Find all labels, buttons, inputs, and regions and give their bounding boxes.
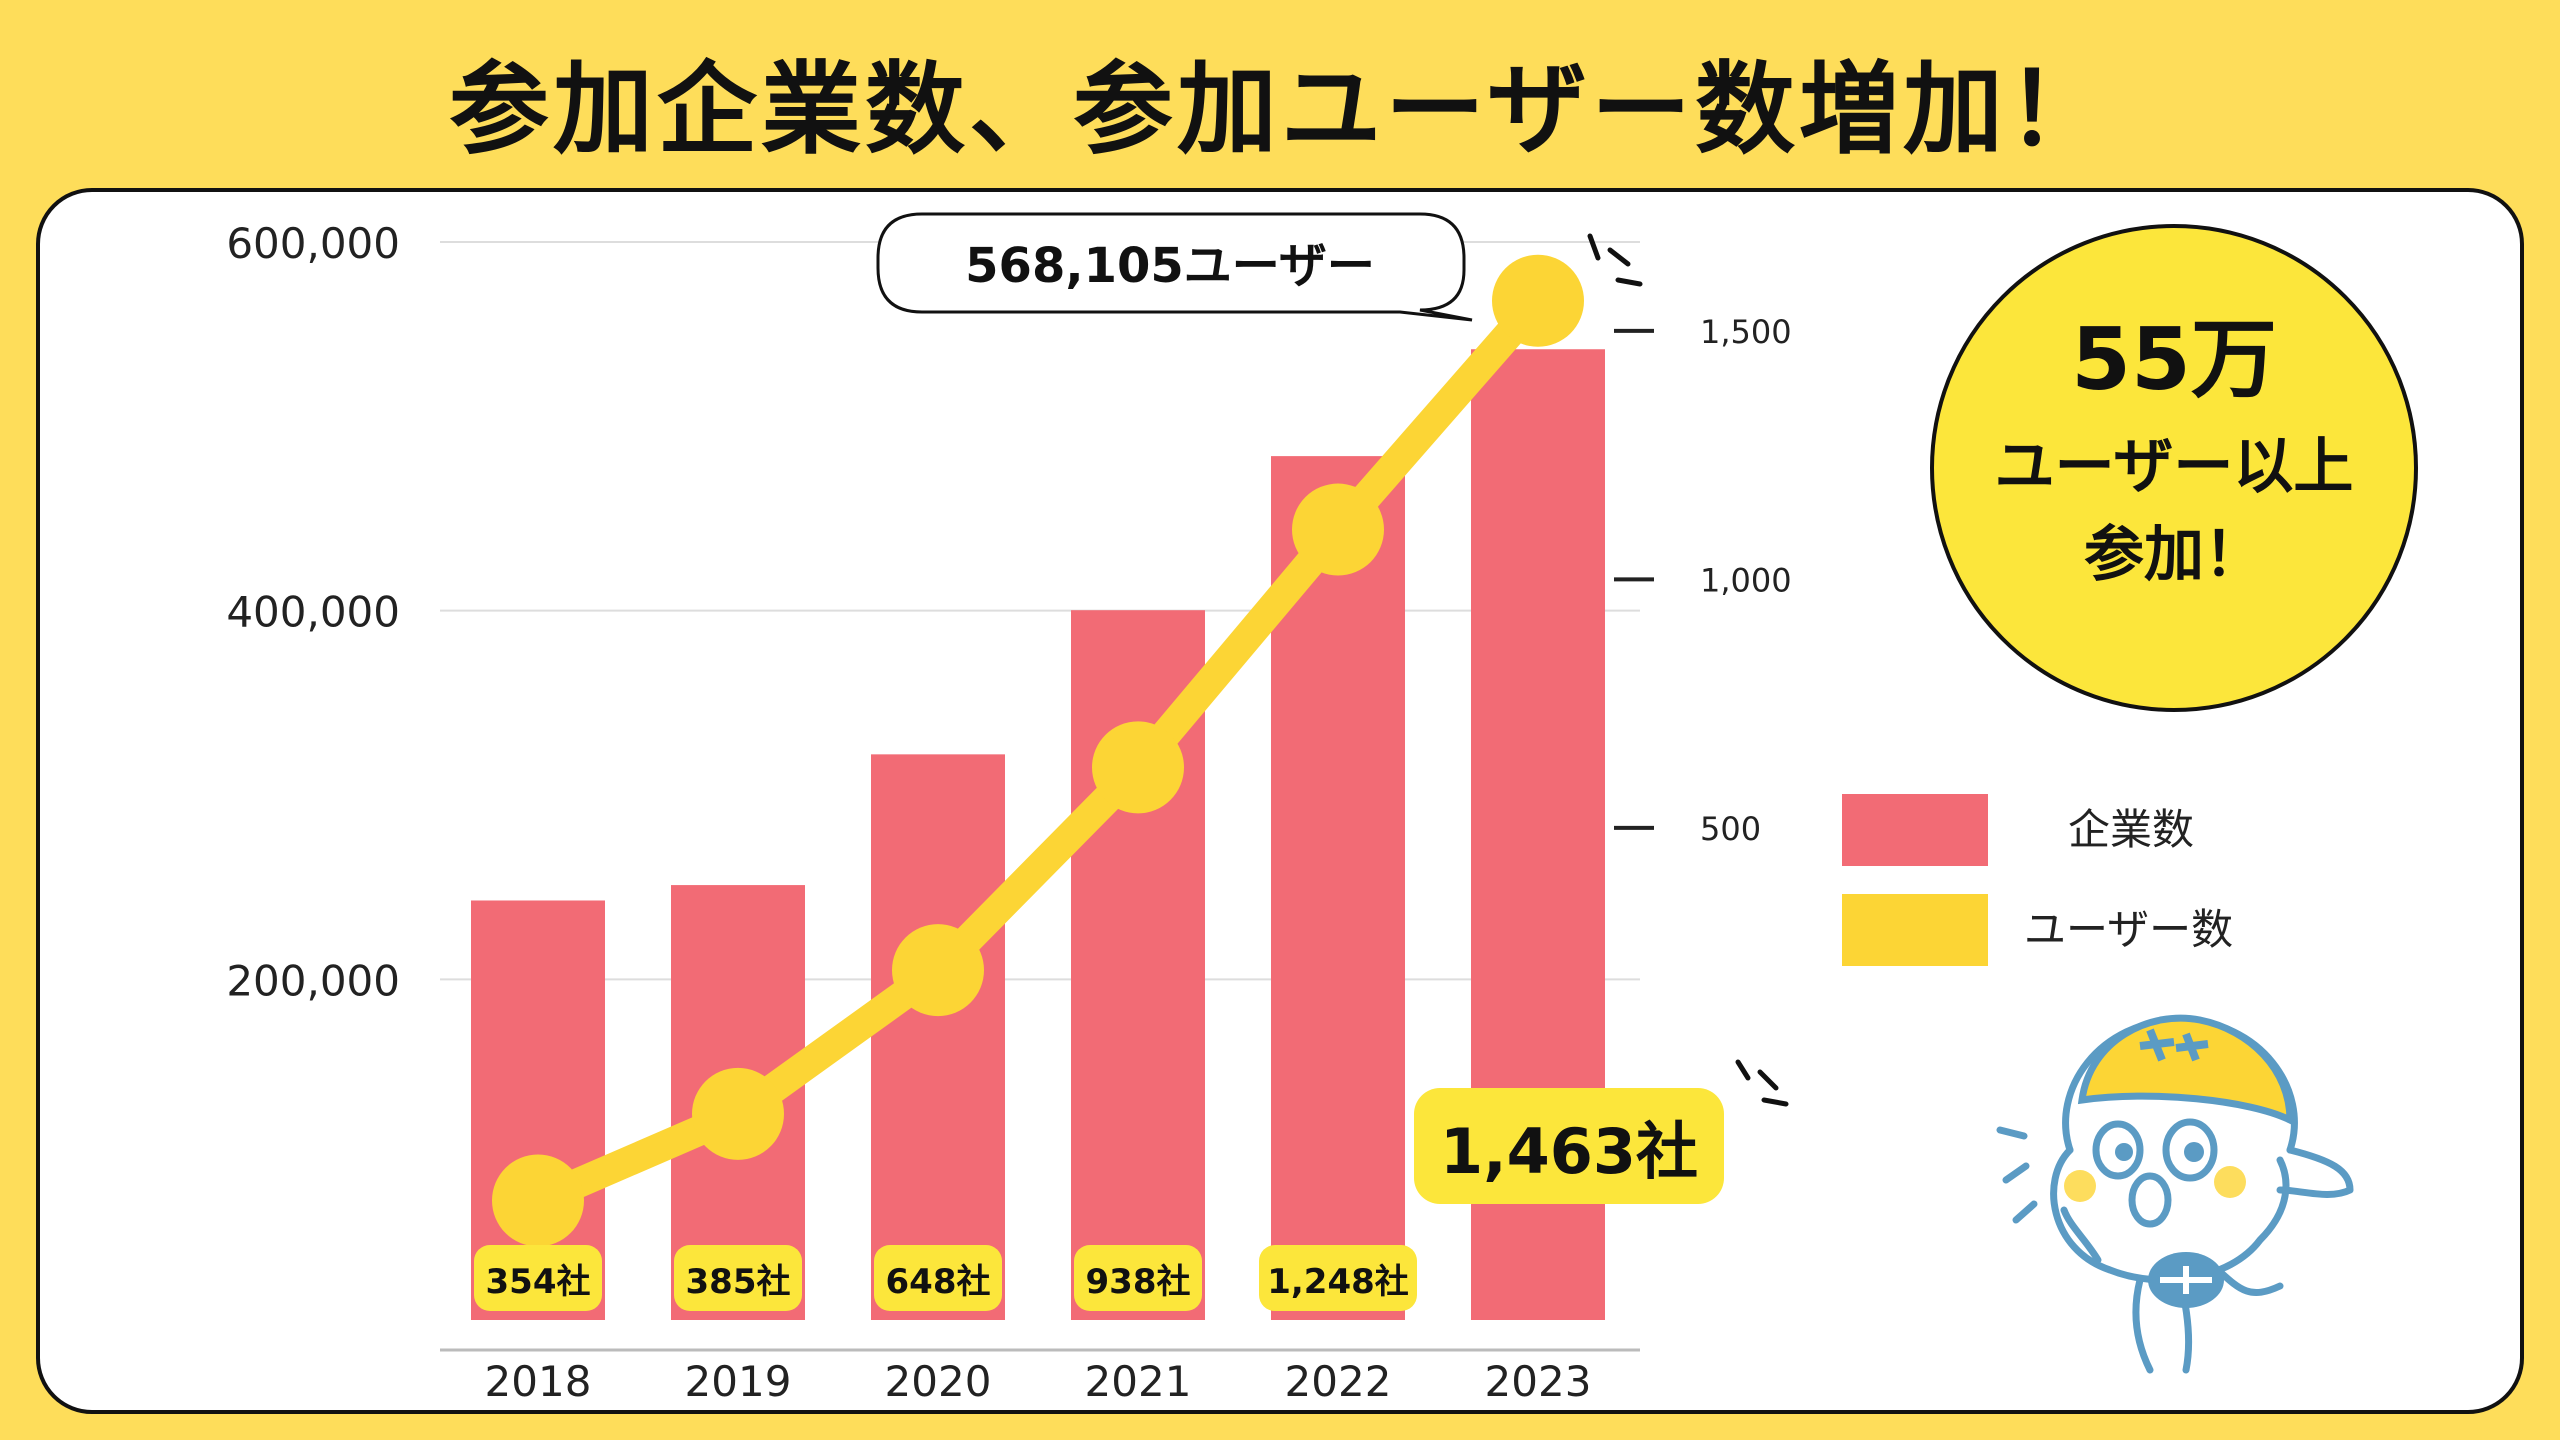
point-users-2023 <box>1492 254 1584 347</box>
right-axis-tick-label: 500 <box>1700 810 1761 848</box>
legend-swatch-users <box>1842 894 1988 966</box>
company-count-callout: 1,463社 <box>1414 1088 1724 1204</box>
legend-label-users: ユーザー数 <box>2024 905 2234 954</box>
bar-value-label-2020: 648社 <box>874 1245 1002 1311</box>
user-count-callout: 568,105ユーザー <box>965 238 1375 294</box>
x-axis-tick-label: 2020 <box>885 1357 992 1406</box>
users-milestone-badge: 55万 ユーザー以上 参加！ <box>1930 224 2418 712</box>
left-axis-tick-label: 600,000 <box>226 219 400 268</box>
badge-line-1: 55万 <box>2071 310 2277 410</box>
left-axis-tick-label: 200,000 <box>226 956 400 1005</box>
point-users-2019 <box>692 1067 784 1160</box>
right-axis-tick-label: 1,500 <box>1700 313 1792 351</box>
user-callout-bubble <box>876 212 1473 322</box>
left-axis-tick-label: 400,000 <box>226 588 400 637</box>
point-users-2020 <box>892 924 984 1017</box>
right-axis-tick-label: 1,000 <box>1700 561 1792 599</box>
sparkle-marks-top <box>1587 233 1643 287</box>
x-axis-tick-label: 2018 <box>485 1357 592 1406</box>
x-axis-tick-label: 2022 <box>1285 1357 1392 1406</box>
sparkle-marks-bottom <box>1735 1059 1789 1107</box>
x-axis-tick-label: 2019 <box>685 1357 792 1406</box>
badge-line-3: 参加！ <box>2084 520 2264 590</box>
bar-value-label-2018: 354社 <box>474 1245 602 1311</box>
bar-value-label-2022: 1,248社 <box>1259 1245 1417 1311</box>
point-users-2018 <box>492 1154 584 1247</box>
point-users-2022 <box>1292 483 1384 576</box>
helmet-mascot-icon <box>1996 1014 2354 1374</box>
bar-companies-2020 <box>871 754 1005 1320</box>
page-title: 参加企業数、参加ユーザー数増加！ <box>449 51 2111 168</box>
bar-value-label-2021: 938社 <box>1074 1245 1202 1311</box>
point-users-2021 <box>1092 721 1184 814</box>
legend-label-companies: 企業数 <box>2068 805 2195 854</box>
legend-swatch-companies <box>1842 794 1988 866</box>
x-axis-tick-label: 2023 <box>1485 1357 1592 1406</box>
x-axis-tick-label: 2021 <box>1085 1357 1192 1406</box>
bar-value-label-2019: 385社 <box>674 1245 802 1311</box>
badge-line-2: ユーザー以上 <box>1994 432 2354 502</box>
